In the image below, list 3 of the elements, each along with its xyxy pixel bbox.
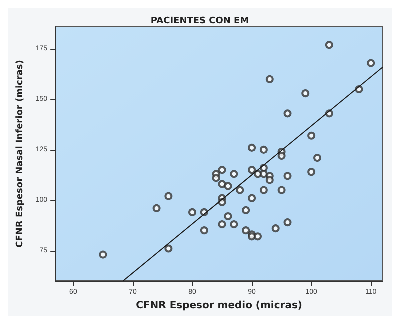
x-axis-title: CFNR Espesor medio (micras)	[136, 300, 302, 312]
y-axis-title: CFNR Espesor Nasal Inferior (micras)	[16, 60, 26, 248]
chart-title: PACIENTES CON EM	[150, 16, 250, 26]
